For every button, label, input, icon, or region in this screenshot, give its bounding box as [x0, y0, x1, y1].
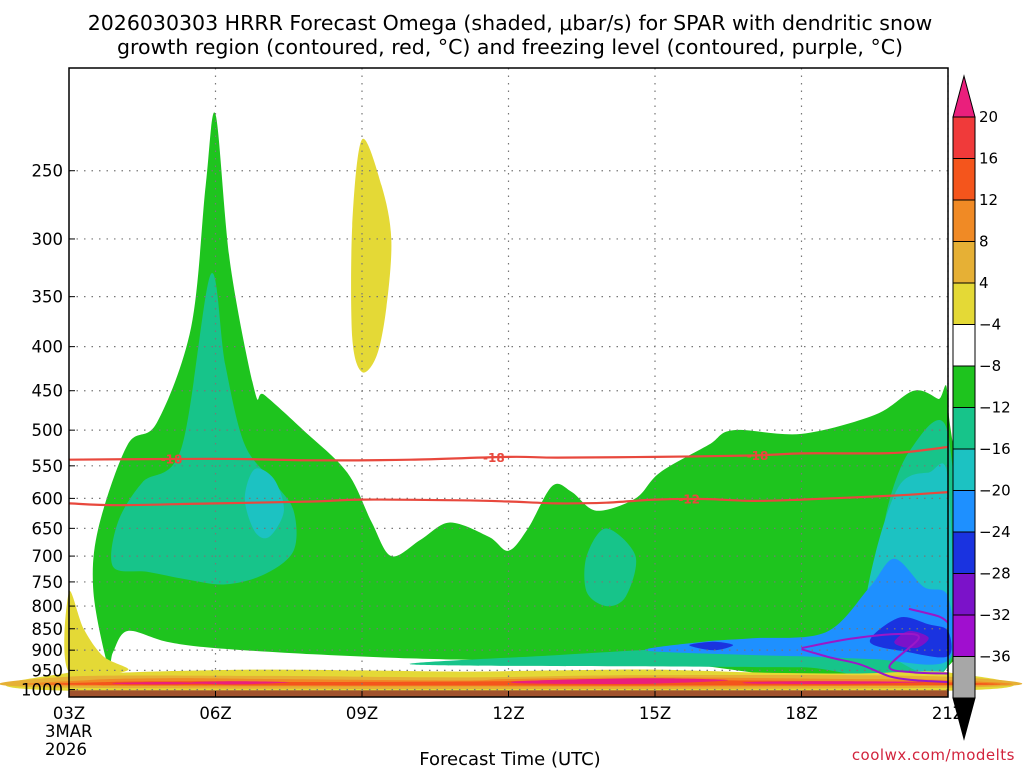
colorbar-label-7: −12: [979, 399, 1011, 417]
dgz-contour--12: [68, 491, 949, 507]
y-tick-label-700: 700: [32, 547, 64, 566]
x-date-line-1: 3MAR: [45, 722, 93, 741]
y-tick-label-300: 300: [32, 230, 64, 249]
x-axis-label: Forecast Time (UTC): [419, 749, 600, 768]
region-sinking-motion-max-a: [111, 682, 206, 685]
colorbar-bin-12: [952, 573, 976, 616]
x-tick-label-09Z: 09Z: [346, 704, 378, 723]
colorbar-bin-3: [952, 199, 976, 242]
dgz-contour-label--12-0: -12: [678, 493, 700, 507]
freezing-level-contour-0: [908, 607, 949, 624]
colorbar-bin-2: [952, 158, 976, 201]
y-tick-label-500: 500: [32, 421, 64, 440]
colorbar-label-0: 20: [979, 108, 998, 126]
omega-shaded-regions: [0, 112, 1023, 693]
colorbar-label-8: −16: [979, 440, 1011, 458]
y-tick-label-850: 850: [32, 620, 64, 639]
chart-title-line-2: growth region (contoured, red, °C) and f…: [117, 35, 903, 59]
dgz-contour-label--18-0: -18: [161, 452, 183, 466]
region-sinking-motion-max-c: [510, 678, 729, 685]
y-tick-label-600: 600: [32, 489, 64, 508]
y-tick-label-1000: 1000: [21, 681, 63, 700]
y-axis-tick-labels: 250 300 350 400 450 500 550 600 650 700 750 800 850 9…: [21, 162, 75, 700]
y-tick-label-750: 750: [32, 573, 64, 592]
colorbar-bin-10: [952, 490, 976, 533]
colorbar-bin-below-36: [952, 697, 976, 741]
region-sinking-motion-upper: [351, 138, 392, 373]
colorbar-label-6: −8: [979, 357, 1001, 375]
region-rising-motion-weak: [92, 112, 970, 684]
colorbar-bin-13: [952, 614, 976, 657]
plot-area: -18 -18 -18 -12: [0, 67, 1023, 698]
x-tick-label-12Z: 12Z: [492, 704, 524, 723]
colorbar-bin-above-20: [952, 74, 976, 118]
colorbar-label-5: −4: [979, 316, 1001, 334]
region-rising-motion-max: [894, 630, 929, 649]
colorbar-label-3: 8: [979, 233, 989, 251]
colorbar-bin-5: [952, 282, 976, 325]
colorbar-bin-4: [952, 241, 976, 284]
colorbar-bin-11: [952, 531, 976, 574]
region-sinking-motion-weak-b: [64, 590, 129, 679]
region-sinking-motion-max-d: [742, 681, 924, 685]
y-tick-label-800: 800: [32, 597, 64, 616]
credit-text: coolwx.com/modelts: [852, 746, 1015, 764]
dgz-contour-label--18-1: -18: [483, 451, 505, 465]
y-tick-label-900: 900: [32, 641, 64, 660]
x-tick-label-18Z: 18Z: [785, 704, 817, 723]
omega-colorbar: 20 16 12 8 4 −4 −8 −12 −16 −20 −24 −28 −32 −36: [952, 74, 1011, 741]
freezing-level-contour-2: [801, 648, 949, 683]
y-tick-label-250: 250: [32, 162, 64, 181]
colorbar-label-10: −24: [979, 523, 1011, 541]
y-tick-label-650: 650: [32, 519, 64, 538]
dgz-contour-label--18-2: -18: [747, 449, 769, 463]
colorbar-label-2: 12: [979, 191, 998, 209]
colorbar-bin-14: [952, 656, 976, 699]
x-date-line-2: 2026: [45, 740, 87, 759]
colorbar-label-13: −36: [979, 648, 1011, 666]
colorbar-label-9: −20: [979, 482, 1011, 500]
x-tick-label-03Z: 03Z: [53, 704, 85, 723]
y-tick-label-400: 400: [32, 338, 64, 357]
x-tick-label-06Z: 06Z: [199, 704, 231, 723]
chart-title-line-1: 2026030303 HRRR Forecast Omega (shaded, …: [88, 11, 933, 35]
y-tick-label-450: 450: [32, 382, 64, 401]
contour-lines: -18 -18 -18 -12: [68, 445, 949, 683]
colorbar-label-4: 4: [979, 274, 989, 292]
region-rising-motion-core: [689, 641, 734, 651]
colorbar-bin-7: [952, 365, 976, 408]
colorbar-bin-9: [952, 448, 976, 491]
colorbar-label-11: −28: [979, 565, 1011, 583]
colorbar-bin-6: [952, 324, 976, 367]
y-tick-label-950: 950: [32, 661, 64, 680]
y-tick-label-550: 550: [32, 457, 64, 476]
colorbar-label-1: 16: [979, 150, 998, 168]
colorbar-bin-1: [952, 116, 976, 159]
y-tick-label-350: 350: [32, 288, 64, 307]
colorbar-bin-8: [952, 407, 976, 450]
colorbar-label-12: −32: [979, 606, 1011, 624]
x-axis-tick-labels: 03Z 06Z 09Z 12Z 15Z 18Z 21Z: [53, 691, 964, 723]
dgz-contour--18: [68, 445, 949, 462]
region-rising-motion-moderate-b: [584, 528, 637, 607]
x-tick-label-15Z: 15Z: [639, 704, 671, 723]
freezing-level-contour-1: [801, 632, 949, 675]
